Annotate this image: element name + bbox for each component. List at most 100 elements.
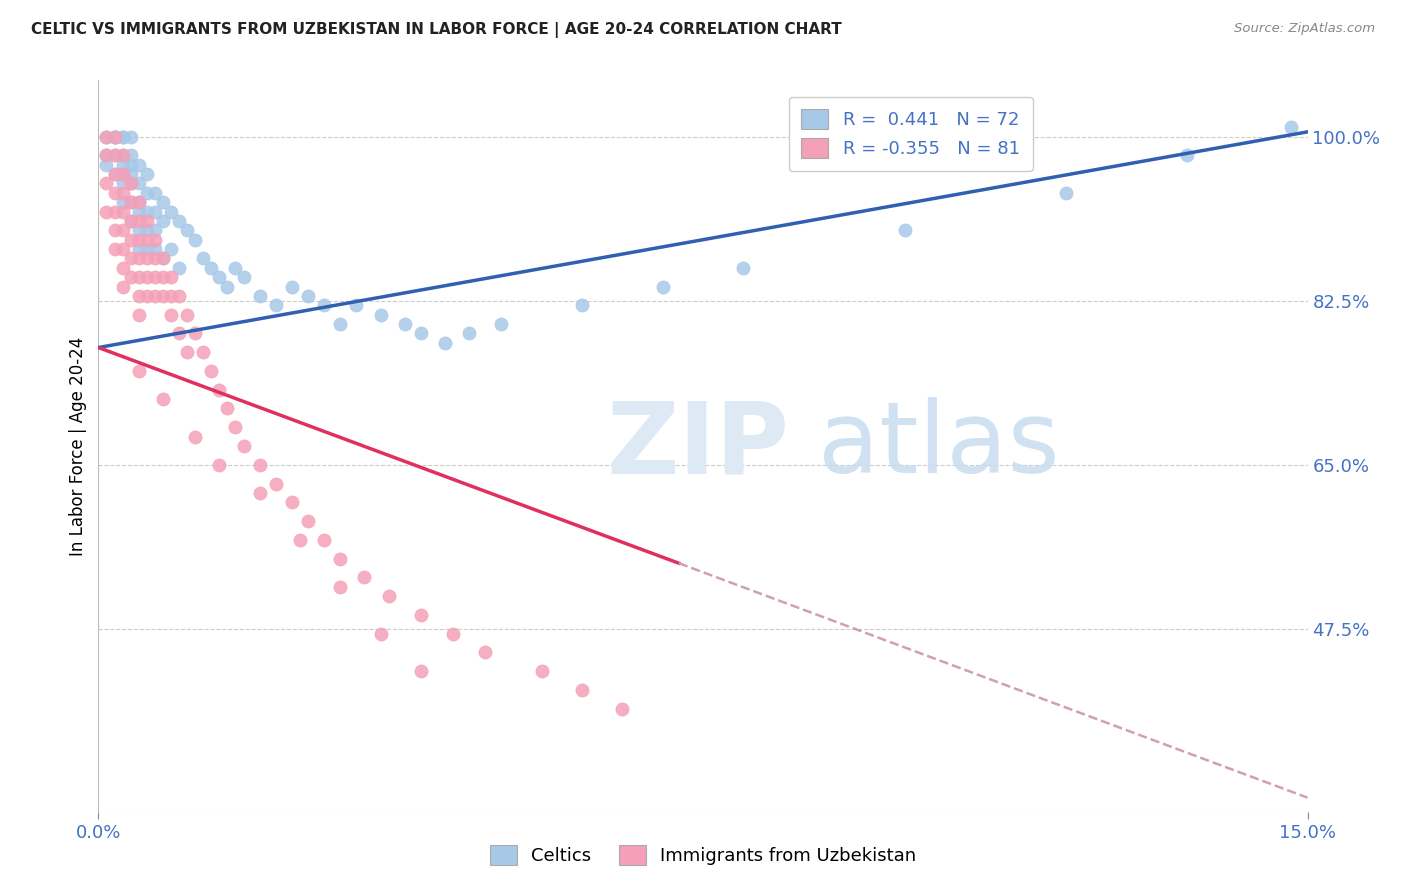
Point	[458, 326, 481, 341]
Point	[135, 223, 157, 237]
Point	[128, 308, 150, 322]
Point	[297, 514, 319, 528]
Point	[224, 420, 246, 434]
Point	[200, 260, 222, 275]
Point	[152, 289, 174, 303]
Point	[571, 682, 593, 697]
Point	[176, 223, 198, 237]
Point	[434, 335, 457, 350]
Point	[232, 439, 254, 453]
Point	[167, 214, 190, 228]
Point	[135, 233, 157, 247]
Point	[1054, 186, 1077, 200]
Point	[143, 204, 166, 219]
Point	[491, 317, 513, 331]
Point	[344, 298, 367, 312]
Point	[96, 148, 118, 162]
Point	[96, 148, 118, 162]
Point	[208, 458, 231, 472]
Point	[120, 148, 142, 162]
Text: atlas: atlas	[818, 398, 1060, 494]
Point	[96, 204, 118, 219]
Point	[120, 233, 142, 247]
Point	[128, 364, 150, 378]
Point	[128, 270, 150, 285]
Point	[297, 289, 319, 303]
Point	[128, 252, 150, 266]
Point	[409, 607, 432, 622]
Point	[160, 204, 183, 219]
Point	[111, 167, 134, 181]
Point	[96, 129, 118, 144]
Point	[103, 129, 125, 144]
Point	[111, 204, 134, 219]
Point	[193, 345, 215, 359]
Point	[103, 148, 125, 162]
Point	[120, 129, 142, 144]
Point	[103, 129, 125, 144]
Point	[184, 429, 207, 443]
Point	[409, 326, 432, 341]
Point	[1175, 148, 1198, 162]
Point	[120, 177, 142, 191]
Point	[370, 626, 392, 640]
Point	[370, 308, 392, 322]
Point	[103, 167, 125, 181]
Point	[143, 289, 166, 303]
Point	[103, 223, 125, 237]
Point	[120, 214, 142, 228]
Point	[135, 252, 157, 266]
Legend: R =  0.441   N = 72, R = -0.355   N = 81: R = 0.441 N = 72, R = -0.355 N = 81	[789, 96, 1032, 170]
Point	[111, 279, 134, 293]
Point	[184, 233, 207, 247]
Point	[128, 204, 150, 219]
Point	[128, 158, 150, 172]
Point	[208, 270, 231, 285]
Point	[111, 177, 134, 191]
Point	[232, 270, 254, 285]
Point	[103, 242, 125, 256]
Point	[120, 167, 142, 181]
Point	[394, 317, 416, 331]
Point	[193, 252, 215, 266]
Point	[111, 148, 134, 162]
Point	[281, 495, 304, 509]
Point	[111, 242, 134, 256]
Text: CELTIC VS IMMIGRANTS FROM UZBEKISTAN IN LABOR FORCE | AGE 20-24 CORRELATION CHAR: CELTIC VS IMMIGRANTS FROM UZBEKISTAN IN …	[31, 22, 842, 38]
Point	[264, 298, 287, 312]
Point	[120, 214, 142, 228]
Point	[143, 252, 166, 266]
Point	[120, 195, 142, 210]
Y-axis label: In Labor Force | Age 20-24: In Labor Force | Age 20-24	[69, 336, 87, 556]
Point	[288, 533, 311, 547]
Point	[208, 383, 231, 397]
Point	[160, 289, 183, 303]
Point	[314, 533, 336, 547]
Point	[353, 570, 375, 584]
Point	[224, 260, 246, 275]
Point	[409, 664, 432, 678]
Point	[135, 270, 157, 285]
Point	[571, 298, 593, 312]
Point	[329, 580, 352, 594]
Point	[160, 242, 183, 256]
Point	[128, 195, 150, 210]
Point	[1281, 120, 1303, 135]
Point	[167, 289, 190, 303]
Point	[111, 129, 134, 144]
Point	[135, 214, 157, 228]
Point	[281, 279, 304, 293]
Point	[128, 223, 150, 237]
Point	[135, 204, 157, 219]
Point	[160, 308, 183, 322]
Point	[249, 289, 271, 303]
Point	[152, 252, 174, 266]
Point	[167, 260, 190, 275]
Point	[103, 167, 125, 181]
Point	[329, 317, 352, 331]
Point	[111, 129, 134, 144]
Point	[893, 223, 915, 237]
Point	[120, 252, 142, 266]
Point	[152, 252, 174, 266]
Point	[111, 148, 134, 162]
